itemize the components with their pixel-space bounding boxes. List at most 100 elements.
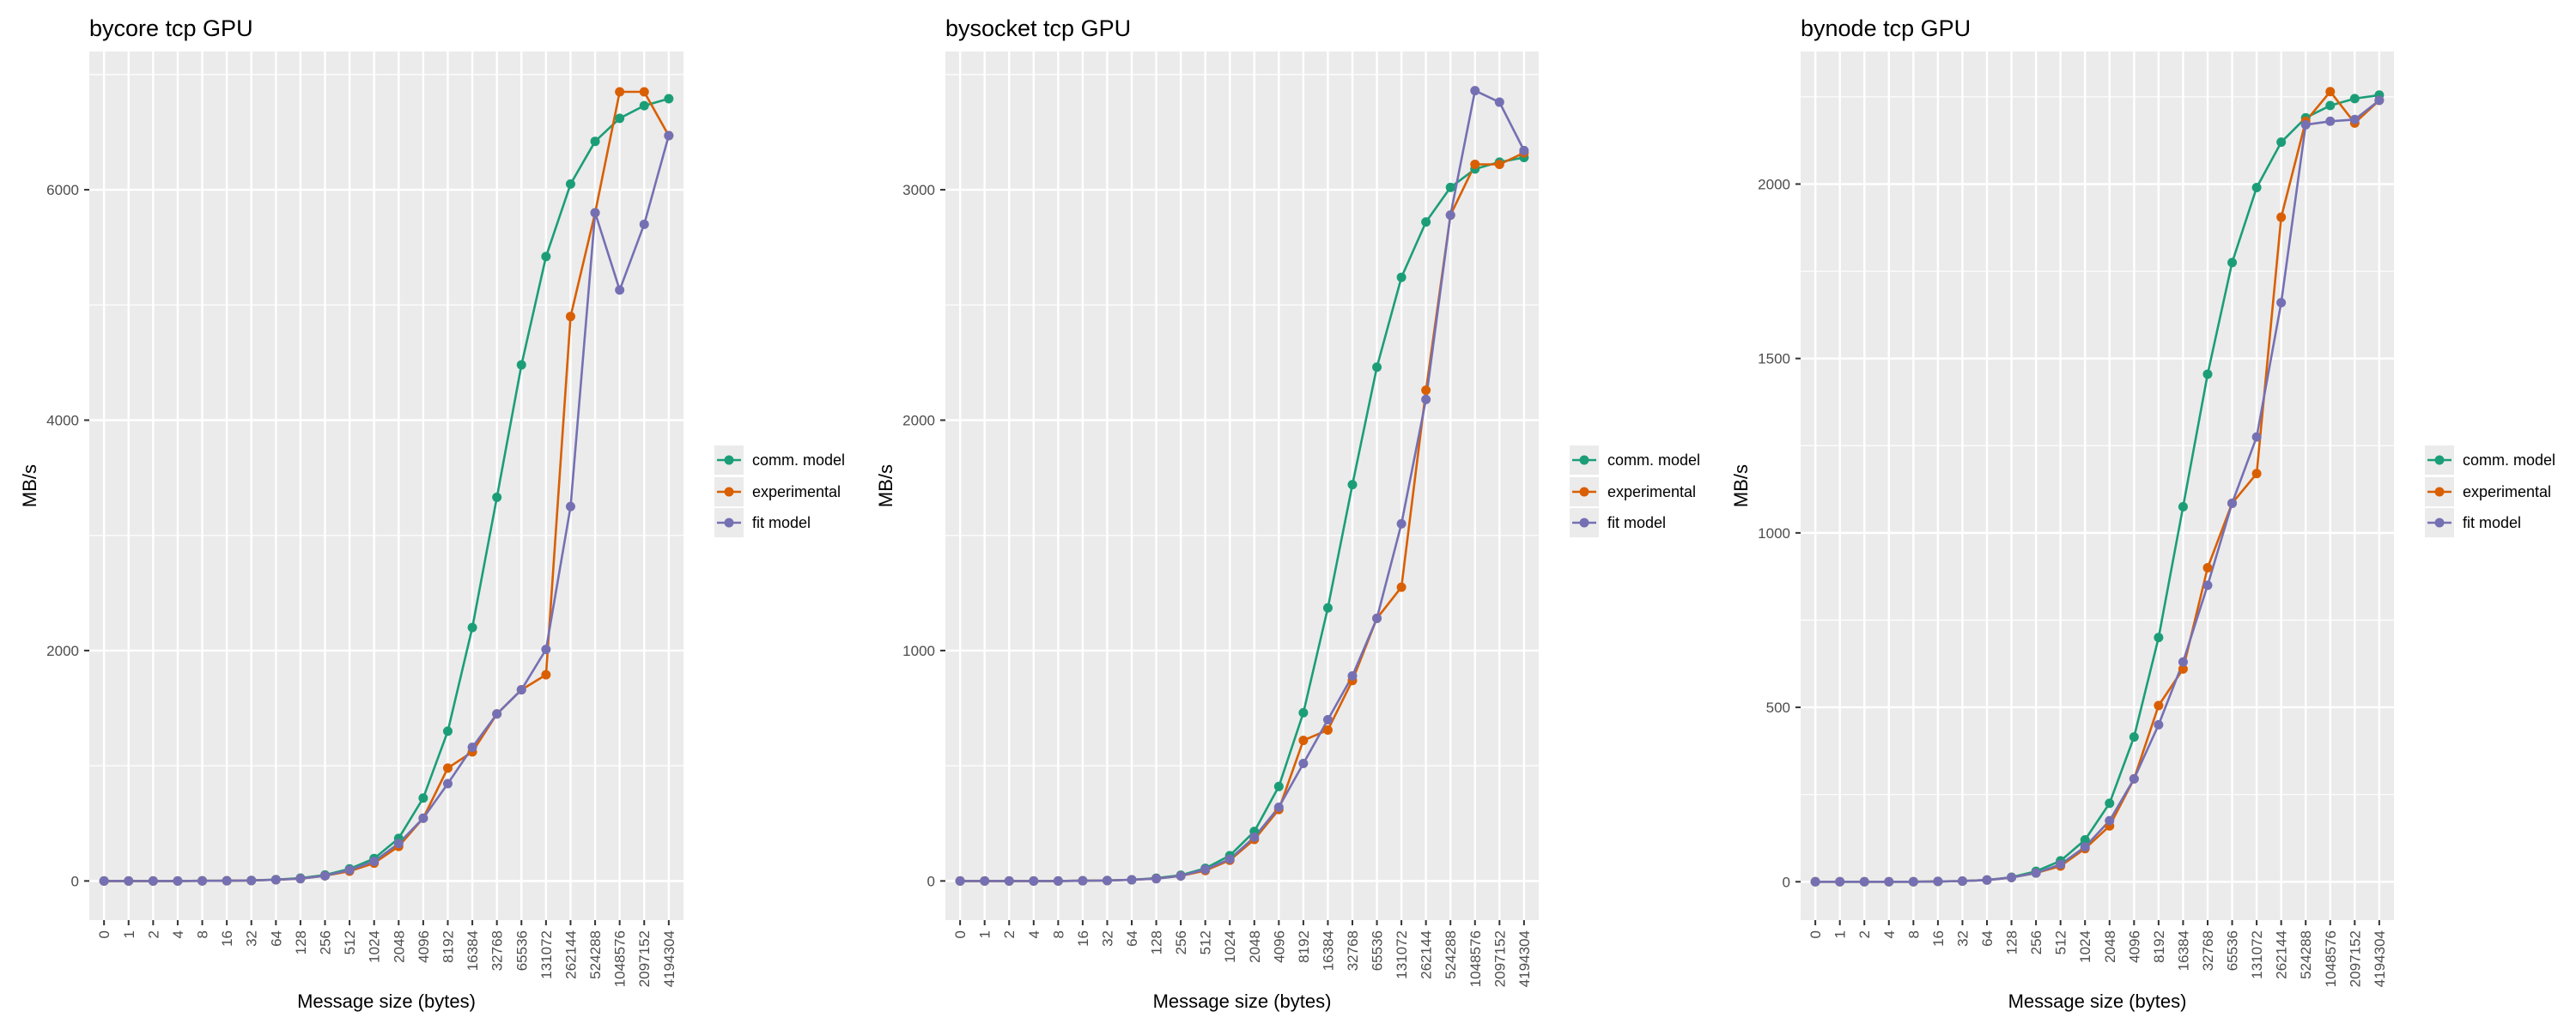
x-tick-label: 256	[1173, 930, 1189, 954]
data-point	[1396, 518, 1406, 529]
data-point	[1519, 145, 1529, 155]
data-point	[1322, 714, 1333, 724]
x-tick-label: 32768	[2200, 930, 2216, 971]
data-point	[1249, 832, 1260, 842]
data-point	[2202, 563, 2213, 573]
x-tick-label: 0	[1807, 930, 1824, 938]
x-axis-label: Message size (bytes)	[297, 991, 476, 1012]
data-point	[393, 839, 404, 849]
data-point	[516, 360, 526, 370]
data-point	[1151, 874, 1162, 884]
legend-key-point	[1579, 518, 1589, 528]
data-point	[2251, 469, 2262, 479]
data-point	[2178, 663, 2188, 674]
legend-key-point	[724, 518, 734, 528]
x-tick-label: 4194304	[2372, 930, 2388, 987]
x-tick-label: 4096	[1271, 930, 1287, 963]
data-point	[1176, 870, 1186, 881]
data-point	[639, 100, 649, 111]
y-tick-label: 0	[927, 873, 935, 889]
x-tick-label: 32768	[1345, 930, 1361, 971]
data-point	[1421, 385, 1431, 396]
x-tick-label: 16384	[465, 930, 481, 971]
legend: comm. model experimental fit model	[1570, 445, 1700, 537]
legend-item: experimental	[714, 477, 841, 506]
data-point	[295, 874, 306, 884]
data-point	[1224, 854, 1235, 864]
data-point	[955, 876, 965, 886]
x-tick-label: 16384	[1320, 930, 1336, 971]
x-tick-label: 4194304	[1516, 930, 1533, 987]
legend: comm. model experimental fit model	[2425, 445, 2555, 537]
x-tick-label: 0	[96, 930, 112, 938]
data-point	[1421, 394, 1431, 404]
y-tick-label: 6000	[46, 182, 79, 198]
legend-item: fit model	[714, 508, 811, 537]
data-point	[2178, 657, 2188, 667]
x-tick-label: 512	[1198, 930, 1214, 954]
x-tick-label: 256	[318, 930, 334, 954]
data-point	[1445, 210, 1455, 221]
data-point	[1298, 736, 1309, 746]
legend-key-point	[724, 455, 734, 465]
legend-item: experimental	[2425, 477, 2551, 506]
data-point	[442, 726, 453, 736]
data-point	[2202, 580, 2213, 591]
x-tick-label: 4096	[2126, 930, 2142, 963]
legend-item: comm. model	[1570, 445, 1700, 475]
data-point	[1470, 160, 1480, 170]
legend-item: comm. model	[714, 445, 845, 475]
x-tick-label: 65536	[513, 930, 530, 971]
x-tick-label: 1048576	[612, 930, 629, 987]
legend-label: comm. model	[2463, 451, 2555, 469]
plot-panel	[89, 52, 683, 920]
data-point	[639, 219, 649, 229]
data-point	[99, 876, 109, 886]
chart-title: bycore tcp GPU	[89, 15, 253, 41]
y-axis-label: MB/s	[875, 464, 896, 507]
x-tick-label: 2097152	[636, 930, 653, 987]
data-point	[442, 779, 453, 789]
x-tick-label: 512	[2053, 930, 2069, 954]
x-tick-label: 1024	[1222, 930, 1238, 963]
data-point	[541, 251, 551, 262]
x-tick-label: 262144	[2274, 930, 2290, 979]
x-tick-label: 256	[2028, 930, 2044, 954]
data-point	[1884, 876, 1894, 887]
x-tick-label: 131072	[1394, 930, 1410, 979]
data-point	[1053, 876, 1063, 886]
y-tick-label: 2000	[902, 412, 935, 428]
legend: comm. model experimental fit model	[714, 445, 845, 537]
x-tick-label: 8	[1050, 930, 1066, 938]
y-axis-label: MB/s	[19, 464, 40, 507]
data-point	[246, 876, 257, 886]
y-tick-label: 3000	[902, 182, 935, 198]
data-point	[2031, 868, 2041, 878]
x-tick-label: 1	[1832, 930, 1849, 938]
data-point	[418, 793, 428, 803]
data-point	[1445, 182, 1455, 192]
data-point	[1347, 670, 1358, 681]
data-point	[2276, 298, 2287, 308]
data-point	[1835, 876, 1845, 887]
legend-label: experimental	[2463, 483, 2551, 500]
x-tick-label: 1024	[367, 930, 383, 963]
data-point	[1322, 603, 1333, 613]
legend-label: fit model	[1607, 514, 1666, 531]
data-point	[2178, 501, 2188, 512]
chart-panel-1: 0 2000 4000 6000 0 1 2 4 8 16 32 64 128 256 512 1024 204…	[19, 15, 845, 1012]
data-point	[1933, 876, 1943, 887]
x-tick-label: 16	[1075, 930, 1091, 947]
data-point	[2154, 719, 2164, 730]
data-point	[2202, 369, 2213, 379]
data-point	[516, 685, 526, 695]
data-point	[467, 622, 477, 633]
data-point	[2325, 116, 2336, 126]
legend-item: comm. model	[2425, 445, 2555, 475]
data-point	[1273, 802, 1284, 812]
x-tick-label: 1	[121, 930, 137, 938]
data-point	[2251, 432, 2262, 442]
data-point	[1859, 876, 1869, 887]
data-point	[492, 709, 502, 719]
